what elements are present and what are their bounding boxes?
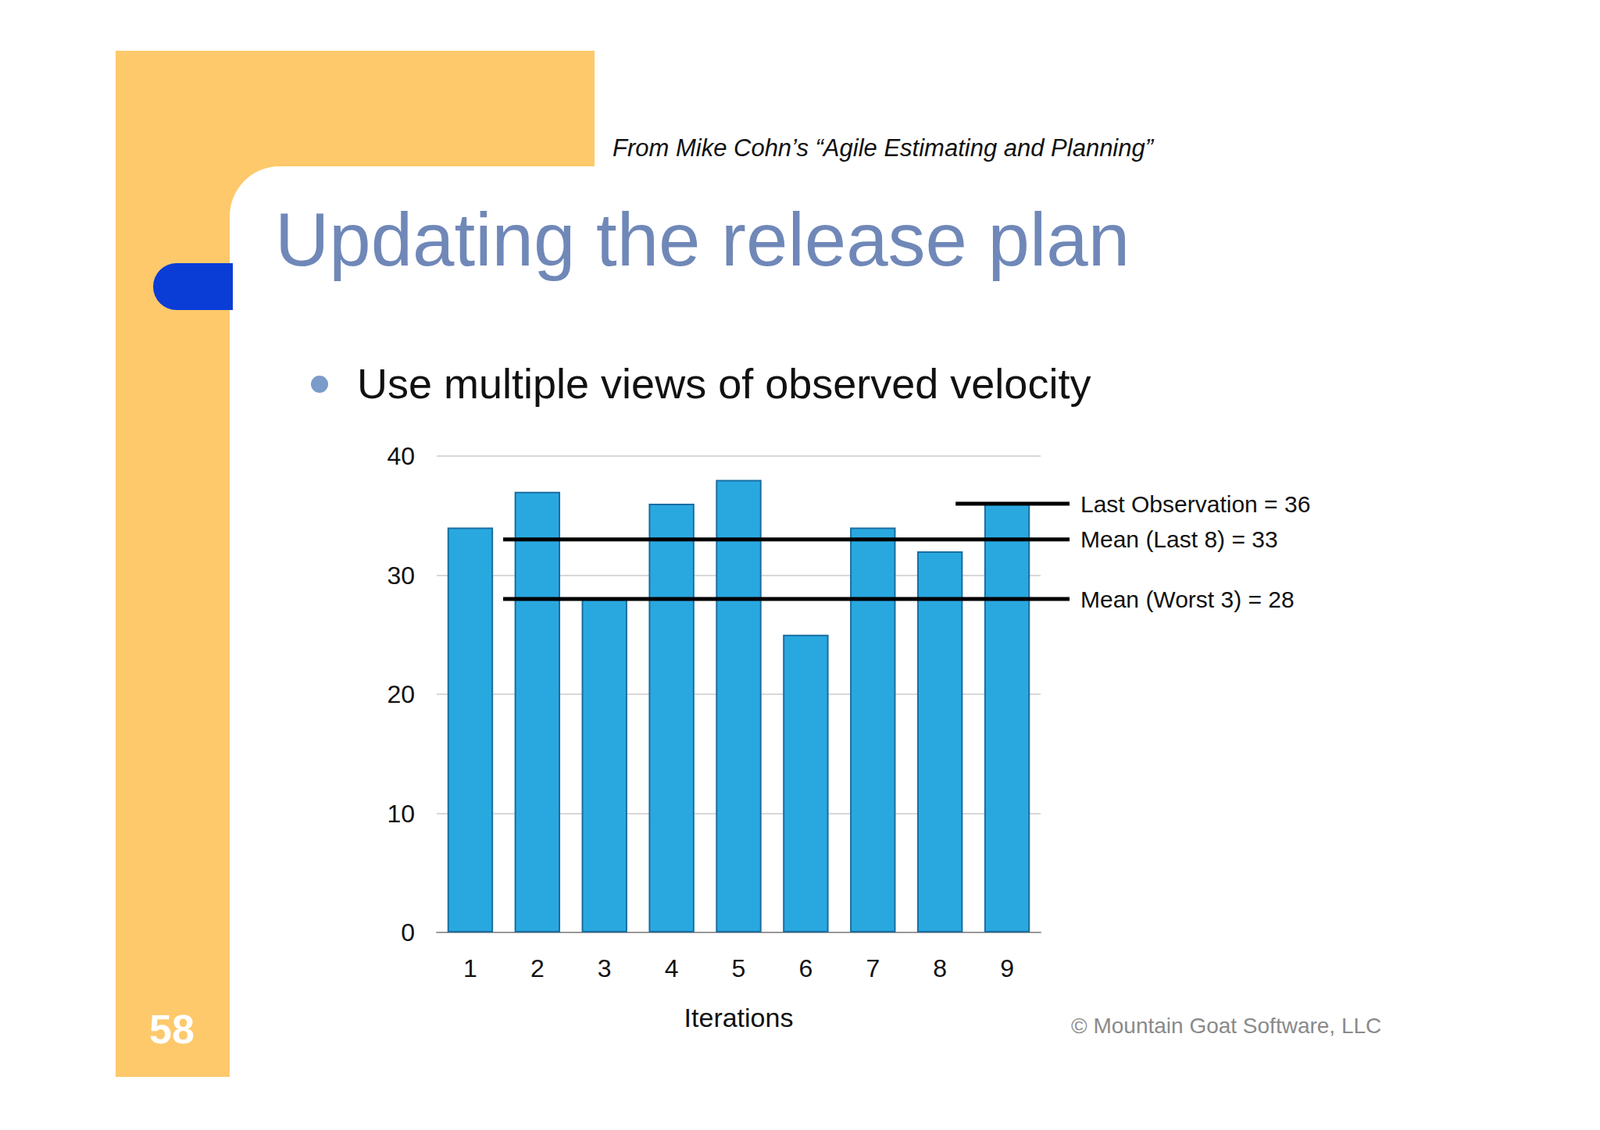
svg-text:30: 30 [386, 561, 415, 590]
svg-text:1: 1 [463, 954, 478, 983]
svg-text:Iterations: Iterations [684, 1003, 794, 1033]
html-text:© Mountain Goat Software, LLC: © Mountain Goat Software, LLC [1071, 1014, 1382, 1039]
svg-text:9: 9 [1000, 954, 1015, 983]
svg-text:40: 40 [386, 442, 415, 471]
html-text:58: 58 [149, 1007, 195, 1053]
svg-text:7: 7 [865, 954, 880, 983]
svg-text:Mean (Worst 3) = 28: Mean (Worst 3) = 28 [1080, 586, 1295, 613]
html-text:Use multiple views of observed: Use multiple views of observed velocity [357, 360, 1091, 408]
svg-text:5: 5 [732, 954, 747, 983]
svg-text:6: 6 [798, 954, 813, 983]
svg-text:Mean (Last 8) = 33: Mean (Last 8) = 33 [1080, 526, 1279, 553]
svg-text:4: 4 [664, 954, 679, 983]
svg-text:0: 0 [400, 918, 415, 947]
svg-text:2: 2 [530, 954, 545, 983]
svg-text:8: 8 [932, 954, 947, 983]
svg-text:10: 10 [386, 800, 415, 829]
svg-text:3: 3 [597, 954, 612, 983]
svg-text:Last Observation = 36: Last Observation = 36 [1080, 491, 1311, 518]
html-text:Updating the release plan: Updating the release plan [275, 197, 1130, 282]
svg-text:20: 20 [386, 680, 415, 709]
html-text:From Mike Cohn’s “Agile Estima: From Mike Cohn’s “Agile Estimating and P… [612, 134, 1154, 162]
